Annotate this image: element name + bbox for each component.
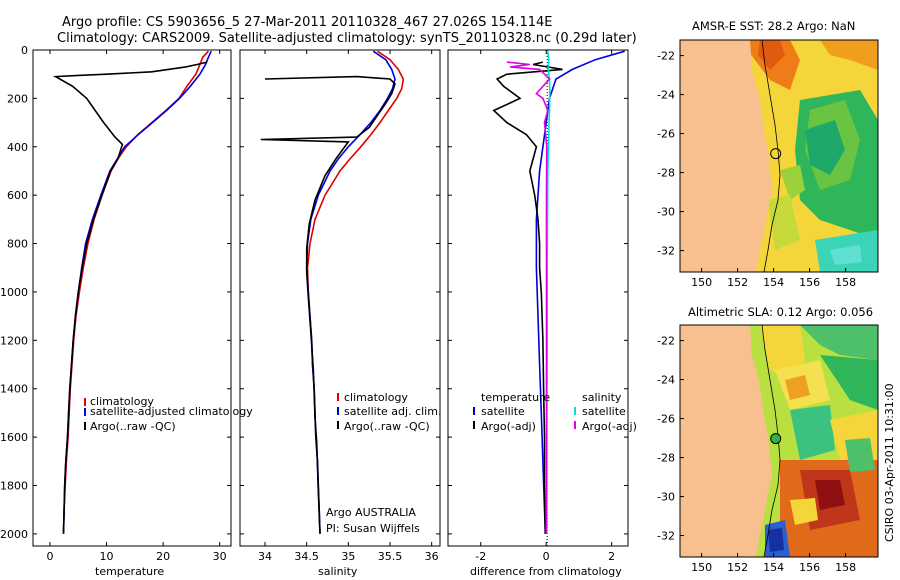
- map-x-tick-label: 154: [763, 561, 784, 574]
- series-line-satellite-adj-clim-: [307, 51, 395, 534]
- y-tick-label: 2000: [0, 528, 28, 541]
- x-tick-label: 20: [156, 550, 170, 563]
- temperature-legend: climatology satellite-adjusted climatolo…: [85, 395, 253, 433]
- series-line-climatology: [64, 51, 209, 534]
- y-tick-label: 1800: [0, 480, 28, 493]
- map-y-tick-label: -32: [657, 530, 675, 543]
- x-tick-label: 35: [341, 550, 355, 563]
- difference-panel: -2 0 2 difference from climatology tempera…: [448, 50, 637, 578]
- map-x-tick-label: 156: [799, 276, 820, 289]
- sla-map-panel: Altimetric SLA: 0.12 Argo: 0.056: [657, 305, 878, 574]
- series-line-argo-raw-qc-: [261, 77, 395, 533]
- map-y-tick-label: -30: [657, 491, 675, 504]
- x-tick-label: 35.5: [378, 550, 403, 563]
- map-y-tick-label: -30: [657, 206, 675, 219]
- temperature-axes-frame: [33, 50, 231, 546]
- legend-argo-label: Argo(..raw -QC): [90, 420, 176, 433]
- y-tick-label: 1400: [0, 383, 28, 396]
- x-tick-label: 30: [213, 550, 227, 563]
- y-tick-label: 600: [7, 189, 28, 202]
- x-tick-label: 34: [258, 550, 272, 563]
- x-tick-label: 36: [425, 550, 439, 563]
- salinity-xlabel: salinity: [318, 565, 358, 578]
- map-y-tick-label: -32: [657, 245, 675, 258]
- y-tick-label: 400: [7, 141, 28, 154]
- x-tick-label: 34.5: [294, 550, 319, 563]
- figure: Argo profile: CS 5903656_5 27-Mar-2011 2…: [0, 0, 900, 580]
- legend-temperature-header: temperature: [481, 391, 550, 404]
- series-line-satellite-adjusted-climatology: [64, 51, 212, 534]
- temperature-xlabel: temperature: [95, 565, 164, 578]
- sla-map-title: Altimetric SLA: 0.12 Argo: 0.056: [688, 305, 873, 319]
- map-y-tick-label: -26: [657, 128, 675, 141]
- argo-program-label: Argo AUSTRALIA: [326, 506, 416, 519]
- map-x-tick-label: 158: [835, 561, 856, 574]
- timestamp-label: CSIRO 03-Apr-2011 10:31:00: [883, 383, 896, 542]
- difference-legend: temperature satellite Argo(-adj) salinit…: [474, 391, 637, 433]
- map-x-tick-label: 152: [727, 561, 748, 574]
- x-tick-label: 10: [100, 550, 114, 563]
- difference-xlabel: difference from climatology: [470, 565, 622, 578]
- salinity-legend: climatology satellite adj. clim. Argo(..…: [338, 391, 441, 433]
- series-line-argo-raw-qc-: [56, 62, 208, 533]
- legend-diff-t-argo-label: Argo(-adj): [481, 420, 536, 433]
- map-y-tick-label: -28: [657, 167, 675, 180]
- pi-label: PI: Susan Wijffels: [326, 522, 420, 535]
- temperature-panel: 0 10 20 30 0 200 400 600 800 1000 1200 1400 1600 1800…: [0, 44, 253, 578]
- map-x-tick-label: 150: [691, 276, 712, 289]
- sst-map-panel: AMSR-E SST: 28.2 Argo: NaN 150 152 154 156 1…: [657, 19, 878, 289]
- map-y-tick-label: -24: [657, 374, 675, 387]
- x-tick-label: 2: [608, 550, 615, 563]
- y-tick-label: 1000: [0, 286, 28, 299]
- map-y-tick-label: -26: [657, 413, 675, 426]
- series-line-temperature-argo-adj-: [494, 62, 563, 534]
- map-x-tick-label: 150: [691, 561, 712, 574]
- y-tick-label: 1200: [0, 334, 28, 347]
- sst-map-title: AMSR-E SST: 28.2 Argo: NaN: [692, 19, 855, 33]
- series-line-climatology: [308, 51, 404, 534]
- salinity-axes-frame: [240, 50, 440, 546]
- legend-salinity-header: salinity: [582, 391, 622, 404]
- map-y-tick-label: -22: [657, 50, 675, 63]
- header-line-1: Argo profile: CS 5903656_5 27-Mar-2011 2…: [62, 15, 552, 30]
- legend-sal-argo-label: Argo(..raw -QC): [344, 420, 430, 433]
- header-line-2: Climatology: CARS2009. Satellite-adjuste…: [57, 31, 637, 46]
- legend-diff-s-satellite-label: satellite: [582, 405, 626, 418]
- x-tick-label: 0: [46, 550, 53, 563]
- map-x-tick-label: 152: [727, 276, 748, 289]
- map-x-tick-label: 158: [835, 276, 856, 289]
- legend-sal-climatology-label: climatology: [344, 391, 408, 404]
- salinity-panel: 34 34.5 35 35.5 36 salinity climatology sate…: [240, 50, 441, 578]
- y-tick-label: 1600: [0, 431, 28, 444]
- map-y-tick-label: -24: [657, 89, 675, 102]
- legend-sal-satellite-label: satellite adj. clim.: [344, 405, 441, 418]
- map-x-tick-label: 156: [799, 561, 820, 574]
- map-y-tick-label: -28: [657, 452, 675, 465]
- sla-float-marker: [771, 434, 781, 444]
- map-y-tick-label: -22: [657, 335, 675, 348]
- y-tick-label: 200: [7, 92, 28, 105]
- y-tick-label: 800: [7, 238, 28, 251]
- legend-diff-s-argo-label: Argo(-adj): [582, 420, 637, 433]
- y-tick-label: 0: [21, 44, 28, 57]
- x-tick-label: -2: [475, 550, 486, 563]
- x-tick-label: 0: [543, 550, 550, 563]
- legend-satellite-label: satellite-adjusted climatology: [90, 405, 253, 418]
- legend-diff-t-satellite-label: satellite: [481, 405, 525, 418]
- map-x-tick-label: 154: [763, 276, 784, 289]
